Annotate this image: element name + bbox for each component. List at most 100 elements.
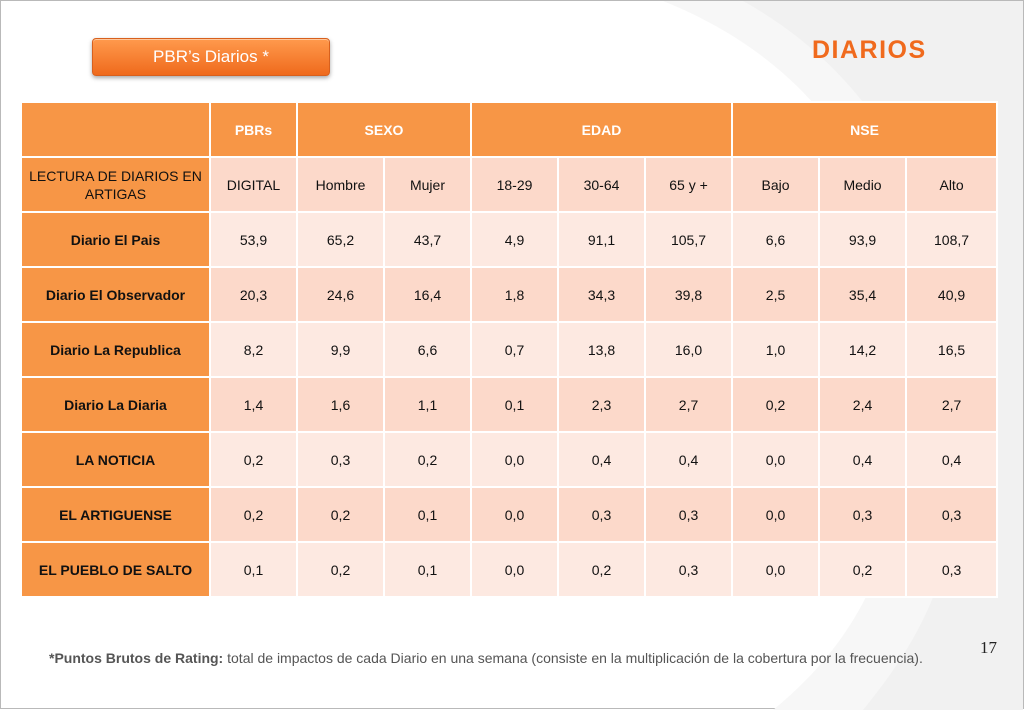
table-cell: 0,2 [296,486,385,543]
table-cell: 9,9 [296,321,385,378]
table-row: EL ARTIGUENSE 0,2 0,2 0,1 0,0 0,3 0,3 0,… [20,486,999,543]
table-cell: 2,5 [731,266,821,323]
table-cell: 108,7 [905,211,999,268]
pbr-table: PBRs SEXO EDAD NSE LECTURA DE DIARIOS EN… [20,101,999,598]
header-sexo: SEXO [296,101,472,158]
row-label: Diario El Observador [20,266,211,323]
table-cell: 16,4 [383,266,472,323]
table-cell: 6,6 [731,211,821,268]
table-cell: 0,4 [557,431,646,488]
row-label: EL PUEBLO DE SALTO [20,541,211,598]
table-cell: 2,3 [557,376,646,433]
subheader-alto: Alto [905,156,999,213]
table-cell: 40,9 [905,266,999,323]
table-cell: 0,1 [470,376,559,433]
subheader-65-plus: 65 y + [643,156,734,213]
table-cell: 16,5 [905,321,999,378]
footnote-term: *Puntos Brutos de Rating: [49,650,224,666]
table-cell: 0,1 [383,486,472,543]
table-cell: 1,0 [731,321,821,378]
table-cell: 43,7 [383,211,472,268]
table-cell: 0,1 [209,541,298,598]
table-cell: 8,2 [209,321,298,378]
table-cell: 0,4 [905,431,999,488]
table-cell: 2,7 [643,376,734,433]
subheader-medio: Medio [818,156,908,213]
header-pbrs: PBRs [209,101,298,158]
table-cell: 0,2 [731,376,821,433]
table-header-row: PBRs SEXO EDAD NSE [20,101,999,158]
table-cell: 65,2 [296,211,385,268]
table-cell: 0,2 [818,541,908,598]
table-cell: 0,1 [383,541,472,598]
table-cell: 0,3 [557,486,646,543]
header-corner [20,101,211,158]
row-label: Diario La Diaria [20,376,211,433]
table-row: EL PUEBLO DE SALTO 0,1 0,2 0,1 0,0 0,2 0… [20,541,999,598]
subheader-mujer: Mujer [383,156,472,213]
table-cell: 0,3 [905,541,999,598]
row-label: Diario La Republica [20,321,211,378]
table-cell: 4,9 [470,211,559,268]
table-cell: 34,3 [557,266,646,323]
table-cell: 39,8 [643,266,734,323]
table-cell: 0,0 [470,541,559,598]
table-cell: 0,3 [818,486,908,543]
table-cell: 0,2 [209,431,298,488]
table-cell: 0,0 [731,431,821,488]
table-cell: 1,8 [470,266,559,323]
table-cell: 0,0 [731,486,821,543]
row-label: LA NOTICIA [20,431,211,488]
table-cell: 1,4 [209,376,298,433]
table-cell: 2,7 [905,376,999,433]
subheader-digital: DIGITAL [209,156,298,213]
row-label: EL ARTIGUENSE [20,486,211,543]
table-cell: 0,3 [296,431,385,488]
table-cell: 6,6 [383,321,472,378]
subheader-hombre: Hombre [296,156,385,213]
page-title: DIARIOS [812,36,927,64]
header-nse: NSE [731,101,999,158]
table-cell: 0,2 [383,431,472,488]
table-cell: 0,2 [296,541,385,598]
section-badge: PBR’s Diarios * [92,38,330,76]
table-cell: 91,1 [557,211,646,268]
subheader-bajo: Bajo [731,156,821,213]
table-cell: 0,3 [643,541,734,598]
table-cell: 0,4 [818,431,908,488]
table-cell: 105,7 [643,211,734,268]
table-cell: 24,6 [296,266,385,323]
subheader-30-64: 30-64 [557,156,646,213]
table-cell: 35,4 [818,266,908,323]
table-cell: 0,2 [557,541,646,598]
table-cell: 53,9 [209,211,298,268]
table-cell: 0,3 [643,486,734,543]
table-cell: 2,4 [818,376,908,433]
table-cell: 93,9 [818,211,908,268]
table-cell: 0,0 [731,541,821,598]
table-cell: 0,7 [470,321,559,378]
table-row: Diario La Republica 8,2 9,9 6,6 0,7 13,8… [20,321,999,378]
table-cell: 0,0 [470,486,559,543]
table-cell: 16,0 [643,321,734,378]
subheader-18-29: 18-29 [470,156,559,213]
table-cell: 13,8 [557,321,646,378]
table-cell: 0,4 [643,431,734,488]
table-cell: 0,0 [470,431,559,488]
table-cell: 20,3 [209,266,298,323]
subheader-label: LECTURA DE DIARIOS EN ARTIGAS [20,156,211,213]
table-cell: 1,1 [383,376,472,433]
table-row: Diario La Diaria 1,4 1,6 1,1 0,1 2,3 2,7… [20,376,999,433]
table-cell: 14,2 [818,321,908,378]
footnote-text: total de impactos de cada Diario en una … [223,650,923,666]
table-cell: 1,6 [296,376,385,433]
table-subheader-row: LECTURA DE DIARIOS EN ARTIGAS DIGITAL Ho… [20,156,999,213]
table-cell: 0,3 [905,486,999,543]
footnote: *Puntos Brutos de Rating: total de impac… [49,649,979,668]
row-label: Diario El Pais [20,211,211,268]
table-row: Diario El Pais 53,9 65,2 43,7 4,9 91,1 1… [20,211,999,268]
header-edad: EDAD [469,101,734,158]
page-number: 17 [980,638,997,657]
table-row: LA NOTICIA 0,2 0,3 0,2 0,0 0,4 0,4 0,0 0… [20,431,999,488]
table-cell: 0,2 [209,486,298,543]
